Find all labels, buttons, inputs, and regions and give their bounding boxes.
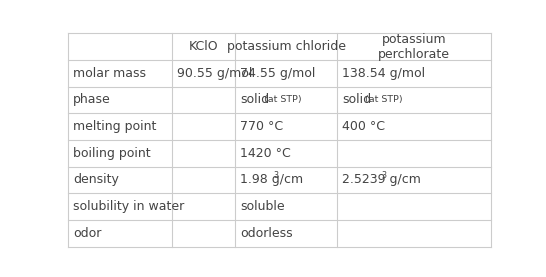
- Text: KClO: KClO: [189, 40, 218, 53]
- Text: 1420 °C: 1420 °C: [240, 147, 291, 160]
- Text: density: density: [73, 173, 119, 186]
- Text: boiling point: boiling point: [73, 147, 151, 160]
- Text: 400 °C: 400 °C: [342, 120, 385, 133]
- Text: 2.5239 g/cm: 2.5239 g/cm: [342, 173, 421, 186]
- Text: solid: solid: [342, 93, 371, 106]
- Text: 1.98 g/cm: 1.98 g/cm: [240, 173, 304, 186]
- Text: 74.55 g/mol: 74.55 g/mol: [240, 67, 316, 80]
- Text: (at STP): (at STP): [261, 95, 301, 104]
- Text: 770 °C: 770 °C: [240, 120, 283, 133]
- Text: 138.54 g/mol: 138.54 g/mol: [342, 67, 425, 80]
- Text: 3: 3: [382, 171, 387, 180]
- Text: soluble: soluble: [240, 200, 285, 213]
- Text: 3: 3: [273, 171, 278, 180]
- Text: solubility in water: solubility in water: [73, 200, 185, 213]
- Text: solid: solid: [240, 93, 270, 106]
- Text: 90.55 g/mol: 90.55 g/mol: [177, 67, 252, 80]
- Text: odor: odor: [73, 227, 102, 240]
- Text: potassium chloride: potassium chloride: [227, 40, 346, 53]
- Text: molar mass: molar mass: [73, 67, 146, 80]
- Text: (at STP): (at STP): [363, 95, 403, 104]
- Text: phase: phase: [73, 93, 111, 106]
- Text: melting point: melting point: [73, 120, 157, 133]
- Text: odorless: odorless: [240, 227, 293, 240]
- Text: potassium
perchlorate: potassium perchlorate: [378, 33, 450, 61]
